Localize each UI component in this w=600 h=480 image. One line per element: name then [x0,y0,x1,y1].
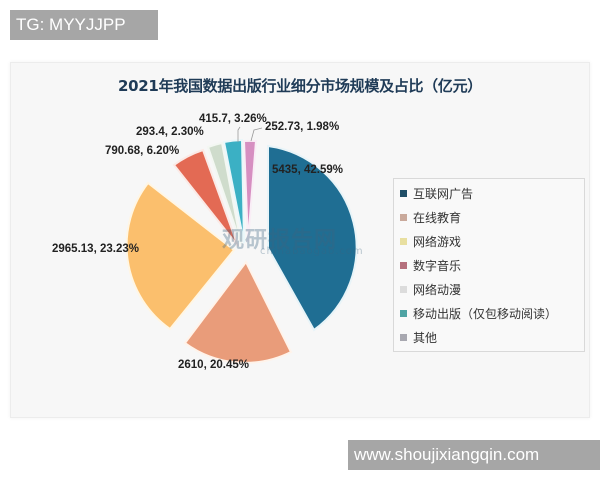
data-label-online-games: 2965.13, 23.23% [52,243,139,255]
legend-label: 互联网广告 [413,186,474,201]
legend-label: 数字音乐 [413,258,462,273]
slice-other [242,139,258,243]
chart-legend: 互联网广告 在线教育 网络游戏 数字音乐 网络动漫 移动出版（仅包移动阅读） 其… [393,178,585,352]
chart-title: 2021年我国数据出版行业细分市场规模及占比（亿元） [118,77,482,95]
legend-item: 网络动漫 [400,279,461,299]
legend-swatch [400,213,407,221]
legend-item: 其他 [400,327,437,347]
legend-label: 在线教育 [413,210,462,225]
data-label-mobile-publishing: 415.7, 3.26% [199,113,267,125]
watermark: 观研报告网 chinabaogao.com [222,222,363,257]
data-label-other: 252.73, 1.98% [265,121,340,133]
slice-digital-music [172,148,239,247]
legend-label: 网络游戏 [413,234,462,249]
legend-item: 网络游戏 [400,231,461,251]
legend-item: 互联网广告 [400,183,473,203]
legend-swatch [400,285,407,293]
legend-swatch [400,189,407,197]
legend-item: 在线教育 [400,207,461,227]
slice-internet-ads [267,144,358,332]
slice-online-education [183,260,293,364]
slice-mobile-publishing [222,138,245,244]
data-label-digital-music: 790.68, 6.20% [105,145,180,157]
data-label-online-animation: 293.4, 2.30% [136,126,204,138]
legend-item: 移动出版（仅包移动阅读） [400,303,557,323]
legend-swatch [400,261,407,269]
watermark-cn: 观研报告网 [222,228,338,253]
legend-label: 网络动漫 [413,282,462,297]
top-left-tag: TG: MYYJJPP [10,10,158,40]
data-label-internet-ads: 5435, 42.59% [272,164,343,176]
legend-swatch [400,237,407,245]
legend-swatch [400,309,407,317]
legend-label: 移动出版（仅包移动阅读） [413,306,558,321]
legend-label: 其他 [413,330,438,345]
watermark-en: chinabaogao.com [260,246,364,257]
slice-online-animation [206,141,242,245]
data-label-online-education: 2610, 20.45% [178,359,249,371]
website-tag: www.shoujixiangqin.com [348,440,600,470]
legend-item: 数字音乐 [400,255,461,275]
slice-online-games [125,181,236,331]
legend-swatch [400,333,407,341]
